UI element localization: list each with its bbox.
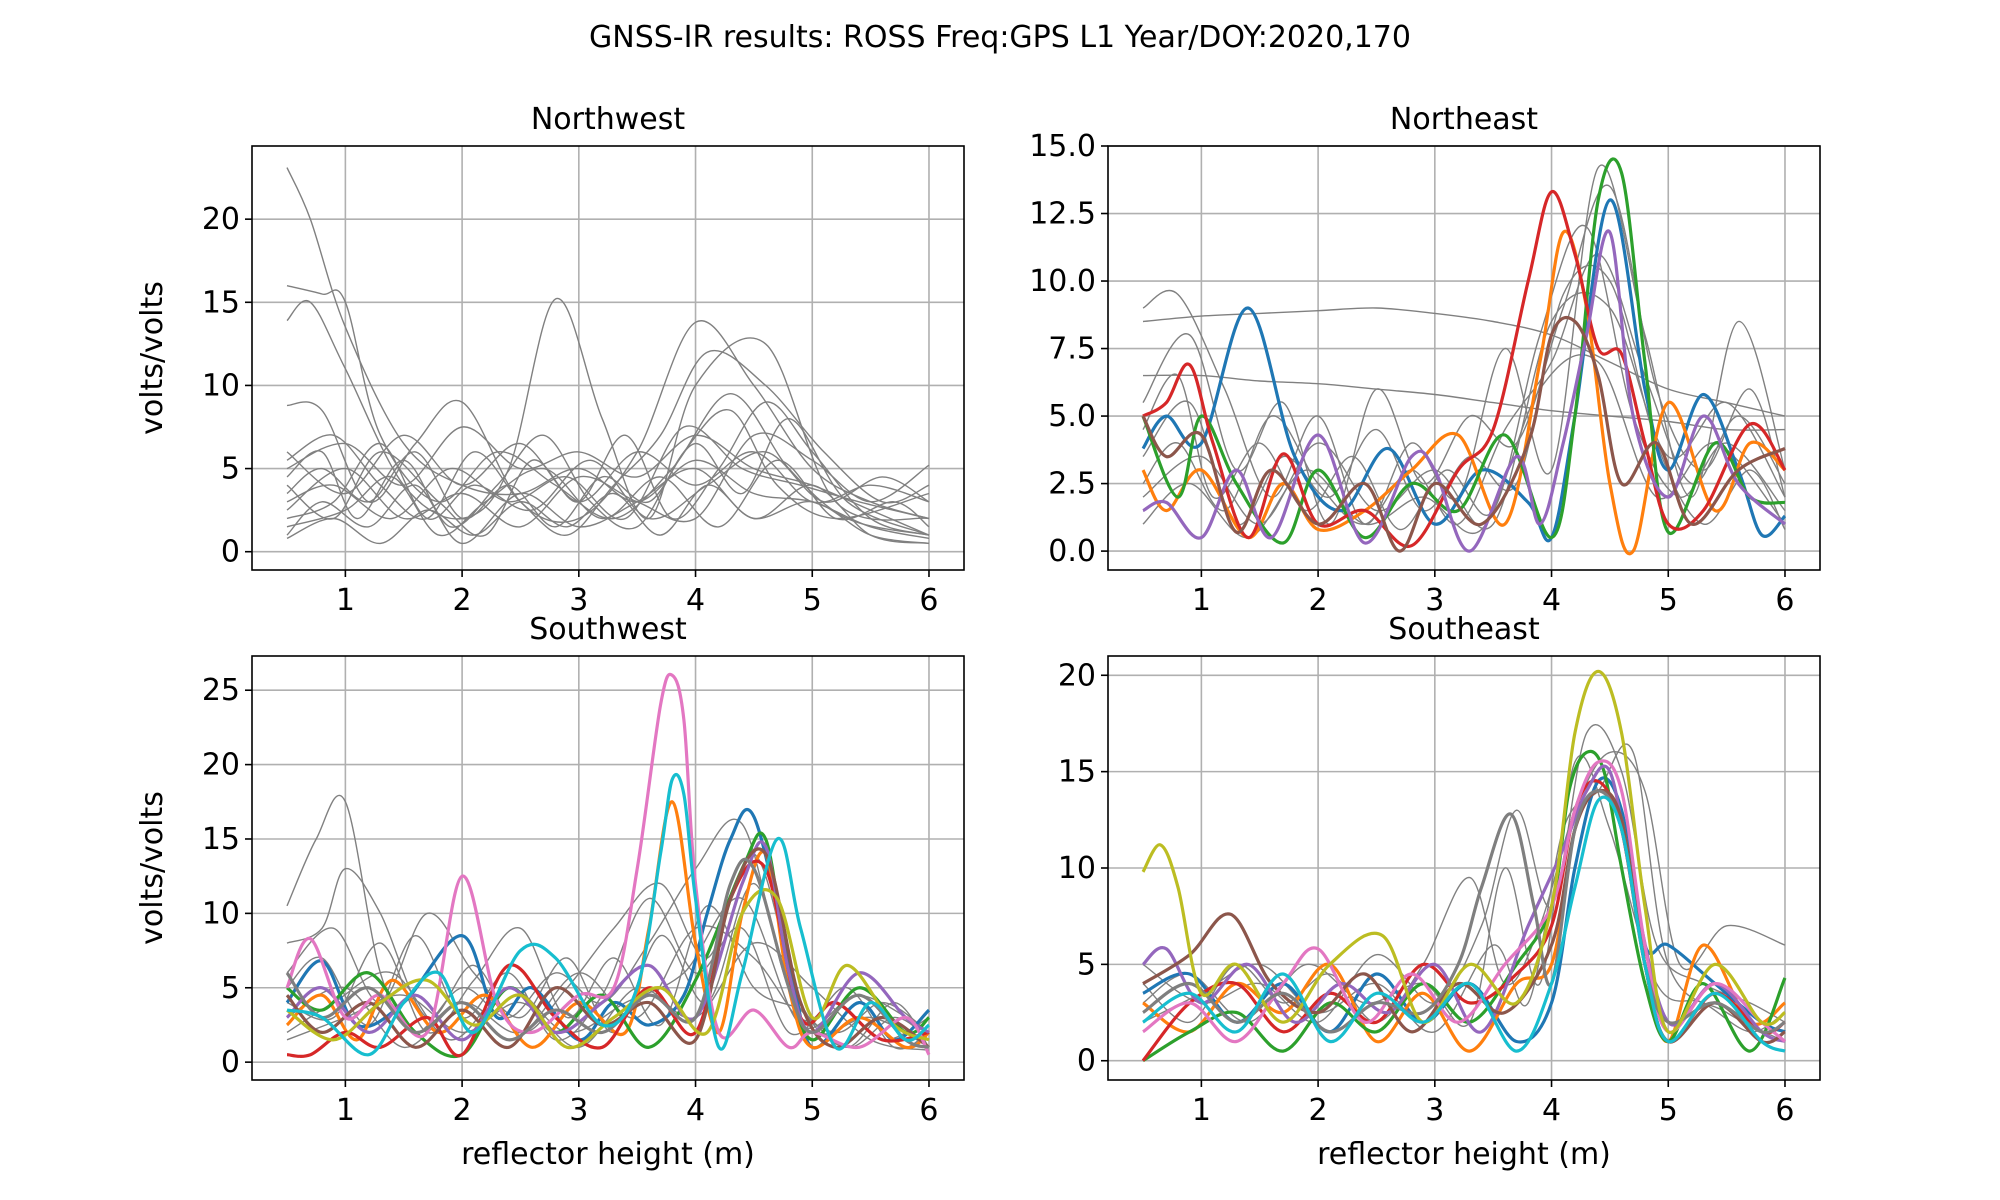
grid-southeast (1108, 656, 1820, 1080)
y-tick-label: 5 (221, 452, 240, 487)
series-group-southeast (1141, 669, 1787, 1063)
x-tick-label: 1 (1192, 1093, 1211, 1128)
y-tick-label: 0 (221, 1045, 240, 1080)
y-tick-label: 10 (202, 368, 240, 403)
gray-series-line-12 (286, 459, 930, 537)
x-tick-label: 1 (336, 583, 355, 618)
gray-series-line-2 (1142, 374, 1786, 431)
series-line-8 (285, 857, 930, 1049)
y-tick-label: 5.0 (1048, 399, 1096, 434)
x-tick-label: 6 (919, 583, 938, 618)
x-axis-label-southwest: reflector height (m) (461, 1137, 755, 1172)
x-tick-label: 1 (1192, 583, 1211, 618)
y-tick-label: 20 (202, 202, 240, 237)
y-tick-label: 0 (221, 535, 240, 570)
x-tick-label: 6 (919, 1093, 938, 1128)
gray-series-line-8 (286, 417, 930, 536)
series-line-10 (1142, 795, 1786, 1053)
gray-series-line-1 (1142, 307, 1786, 417)
panel-title-northwest: Northwest (531, 102, 686, 137)
panel-northwest: 1 2 3 4 5 6 0 5 10 15 20 Northwest volts/volts (135, 102, 965, 618)
panel-southeast: 1 2 3 4 5 6 0 5 10 15 20 Southeast reflector height … (1058, 612, 1821, 1172)
gray-series-line-15 (286, 434, 930, 504)
x-tick-label: 1 (336, 1093, 355, 1128)
gray-series-line-9 (286, 425, 930, 521)
series-line-9 (286, 888, 930, 1050)
x-tick-label: 5 (803, 583, 822, 618)
gray-series-line-2 (286, 853, 930, 1049)
gray-series-line-7 (286, 401, 930, 537)
x-tick-label: 5 (1659, 1093, 1678, 1128)
y-tick-label: 2.5 (1048, 467, 1096, 502)
x-tick-label: 3 (569, 583, 588, 618)
gray-series-line-4 (1142, 184, 1786, 525)
y-tick-label: 15 (202, 822, 240, 857)
y-tick-label: 7.5 (1048, 332, 1096, 367)
gray-series-line-16 (286, 426, 930, 536)
panel-northeast: 1 2 3 4 5 6 0.0 2.5 5.0 7.5 10.0 12.5 15.0 Northeast (1029, 102, 1821, 618)
x-tick-label: 5 (1659, 583, 1678, 618)
gray-series-line-10 (286, 432, 930, 528)
series-group-northwest (286, 167, 930, 545)
y-tick-label: 15 (202, 285, 240, 320)
series-line-3 (1141, 157, 1786, 545)
x-tick-label: 4 (686, 583, 705, 618)
panel-title-southwest: Southwest (529, 612, 687, 647)
y-tick-label: 15 (1058, 755, 1096, 790)
axes-frame-northwest (251, 145, 965, 571)
figure-title: GNSS-IR results: ROSS Freq:GPS L1 Year/D… (589, 20, 1411, 55)
x-tick-label: 2 (1309, 1093, 1328, 1128)
gray-series-line-14 (286, 484, 930, 545)
y-tick-label: 5 (221, 971, 240, 1006)
axes-frame-southwest (251, 655, 965, 1081)
y-tick-label: 5 (1077, 947, 1096, 982)
x-tick-label: 4 (686, 1093, 705, 1128)
gray-series-line-5 (1142, 224, 1786, 531)
x-tick-label: 5 (803, 1093, 822, 1128)
panel-title-southeast: Southeast (1388, 612, 1540, 647)
x-tick-label: 3 (1425, 583, 1444, 618)
x-tick-label: 4 (1542, 1093, 1561, 1128)
gray-series-line-2 (1142, 724, 1786, 1024)
gray-series-line-6 (286, 409, 930, 530)
x-tick-label: 4 (1542, 583, 1561, 618)
y-tick-label: 25 (202, 673, 240, 708)
gray-series-line-3 (286, 298, 930, 521)
series-group-southwest (285, 672, 931, 1059)
x-tick-label: 6 (1775, 1093, 1794, 1128)
series-line-6 (285, 847, 930, 1049)
x-tick-label: 2 (453, 583, 472, 618)
series-line-5 (1142, 229, 1787, 553)
series-line-6 (1141, 315, 1786, 553)
y-tick-label: 10 (202, 896, 240, 931)
panel-southwest: 1 2 3 4 5 6 0 5 10 15 20 25 Southwest volts/volts refl… (135, 612, 965, 1172)
y-axis-label-southwest: volts/volts (135, 791, 170, 945)
series-line-10 (286, 773, 931, 1057)
y-tick-label: 20 (202, 748, 240, 783)
y-tick-label: 12.5 (1029, 197, 1096, 232)
series-group-northeast (1141, 157, 1787, 556)
x-tick-label: 2 (1309, 583, 1328, 618)
x-tick-label: 3 (1425, 1093, 1444, 1128)
panel-title-northeast: Northeast (1390, 102, 1538, 137)
series-line-9 (1141, 669, 1786, 1035)
gray-series-line-11 (286, 442, 930, 520)
y-axis-label-northwest: volts/volts (135, 281, 170, 435)
x-tick-label: 2 (453, 1093, 472, 1128)
x-tick-label: 3 (569, 1093, 588, 1128)
y-tick-label: 10.0 (1029, 264, 1096, 299)
x-axis-label-southeast: reflector height (m) (1317, 1137, 1611, 1172)
y-tick-label: 15.0 (1029, 129, 1096, 164)
axes-frame-northeast (1107, 145, 1821, 571)
y-tick-label: 10 (1058, 851, 1096, 886)
y-tick-label: 0.0 (1048, 534, 1096, 569)
y-tick-label: 20 (1058, 658, 1096, 693)
series-line-4 (1142, 190, 1787, 548)
y-tick-label: 0 (1077, 1044, 1096, 1079)
x-tick-label: 6 (1775, 583, 1794, 618)
series-line-8 (1142, 789, 1786, 1034)
